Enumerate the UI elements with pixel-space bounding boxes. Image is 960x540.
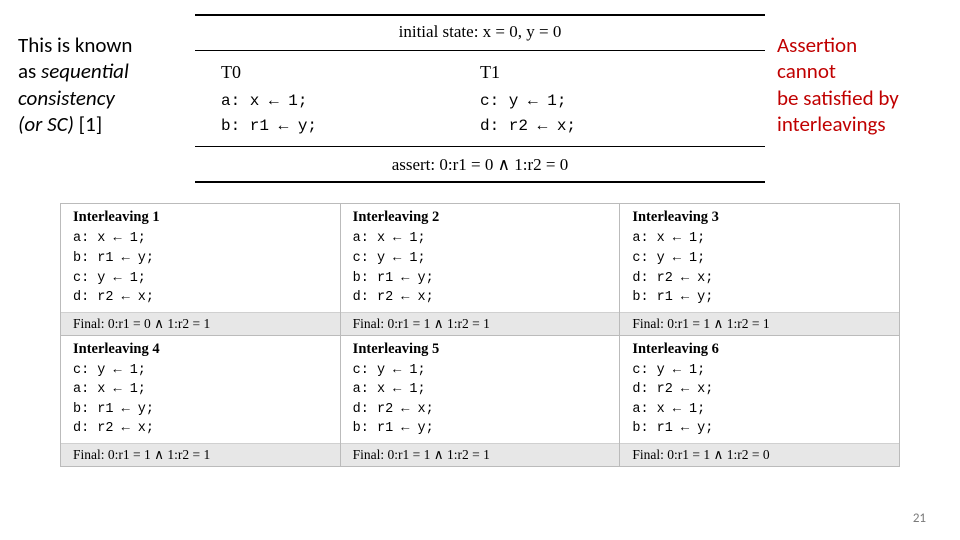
code-line: a: x ← 1; (632, 400, 887, 420)
thread-header: T0 (221, 59, 480, 87)
code-line: c: y ← 1; (353, 249, 608, 269)
code-line: b: r1 ← y; (73, 400, 328, 420)
code-line: a: x ← 1; (353, 380, 608, 400)
code-line: b: r1 ← y; (221, 114, 480, 139)
left-annotation: This is known as sequential consistency … (18, 12, 183, 137)
interleaving-title: Interleaving 5 (353, 341, 608, 358)
code-line: d: r2 ← x; (353, 400, 608, 420)
interleavings-table: Interleaving 1a: x ← 1;b: r1 ← y;c: y ← … (60, 203, 900, 467)
code-line: d: r2 ← x; (353, 288, 608, 308)
code-line: c: y ← 1; (480, 89, 739, 114)
initial-state: initial state: x = 0, y = 0 (195, 18, 765, 46)
code-line: b: r1 ← y; (632, 288, 887, 308)
text-italic: sequential (41, 58, 129, 84)
interleaving-title: Interleaving 1 (73, 209, 328, 226)
final-result: Final: 0:r1 = 0 ∧ 1:r2 = 1 (61, 312, 340, 335)
text-italic: consistency (18, 85, 115, 111)
rule (195, 14, 765, 16)
table-row: Interleaving 4c: y ← 1;a: x ← 1;b: r1 ← … (61, 335, 899, 466)
code-line: a: x ← 1; (73, 229, 328, 249)
rule (195, 50, 765, 51)
final-result: Final: 0:r1 = 1 ∧ 1:r2 = 1 (341, 443, 620, 466)
code-line: b: r1 ← y; (632, 419, 887, 439)
final-result: Final: 0:r1 = 1 ∧ 1:r2 = 0 (620, 443, 899, 466)
code-line: b: r1 ← y; (73, 249, 328, 269)
page-number: 21 (913, 511, 926, 526)
thread-1: T1 c: y ← 1; d: r2 ← x; (480, 59, 739, 138)
code-line: c: y ← 1; (353, 361, 608, 381)
interleaving-title: Interleaving 2 (353, 209, 608, 226)
table-row: Interleaving 1a: x ← 1;b: r1 ← y;c: y ← … (61, 204, 899, 334)
text-italic: (or SC) (18, 111, 74, 137)
code-line: d: r2 ← x; (73, 419, 328, 439)
thread-header: T1 (480, 59, 739, 87)
code-line: d: r2 ← x; (73, 288, 328, 308)
final-result: Final: 0:r1 = 1 ∧ 1:r2 = 1 (620, 312, 899, 335)
code-line: a: x ← 1; (353, 229, 608, 249)
assertion: assert: 0:r1 = 0 ∧ 1:r2 = 0 (195, 151, 765, 179)
interleaving-cell: Interleaving 6 c: y ← 1;d: r2 ← x;a: x ← … (619, 336, 899, 466)
interleaving-cell: Interleaving 2 a: x ← 1;c: y ← 1;b: r1 ← … (340, 204, 620, 334)
text: interleavings (777, 111, 886, 137)
code-line: c: y ← 1; (73, 361, 328, 381)
top-row: This is known as sequential consistency … (0, 0, 960, 185)
text: cannot (777, 58, 836, 84)
final-result: Final: 0:r1 = 1 ∧ 1:r2 = 1 (61, 443, 340, 466)
text: This is known (18, 32, 132, 58)
code-line: c: y ← 1; (632, 361, 887, 381)
code-line: a: x ← 1; (632, 229, 887, 249)
code-line: b: r1 ← y; (353, 269, 608, 289)
interleaving-cell: Interleaving 3 a: x ← 1;c: y ← 1;d: r2 ← … (619, 204, 899, 334)
code-line: d: r2 ← x; (632, 380, 887, 400)
code-line: b: r1 ← y; (353, 419, 608, 439)
text: Assertion (777, 32, 857, 58)
text: be satisfied by (777, 85, 899, 111)
right-annotation: Assertion cannot be satisfied by interle… (777, 12, 942, 137)
rule (195, 146, 765, 147)
text: [1] (74, 111, 102, 137)
code-line: c: y ← 1; (632, 249, 887, 269)
code-line: c: y ← 1; (73, 269, 328, 289)
final-result: Final: 0:r1 = 1 ∧ 1:r2 = 1 (341, 312, 620, 335)
interleaving-cell: Interleaving 1 a: x ← 1;b: r1 ← y;c: y ← … (61, 204, 340, 334)
code-line: a: x ← 1; (221, 89, 480, 114)
code-line: d: r2 ← x; (480, 114, 739, 139)
interleaving-cell: Interleaving 5 c: y ← 1;a: x ← 1;d: r2 ← … (340, 336, 620, 466)
text: as (18, 58, 41, 84)
interleaving-title: Interleaving 4 (73, 341, 328, 358)
thread-0: T0 a: x ← 1; b: r1 ← y; (221, 59, 480, 138)
litmus-figure: initial state: x = 0, y = 0 T0 a: x ← 1;… (195, 12, 765, 185)
threads: T0 a: x ← 1; b: r1 ← y; T1 c: y ← 1; d: … (195, 55, 765, 142)
interleaving-title: Interleaving 6 (632, 341, 887, 358)
rule (195, 181, 765, 183)
code-line: d: r2 ← x; (632, 269, 887, 289)
interleaving-title: Interleaving 3 (632, 209, 887, 226)
code-line: a: x ← 1; (73, 380, 328, 400)
interleaving-cell: Interleaving 4 c: y ← 1;a: x ← 1;b: r1 ← … (61, 336, 340, 466)
